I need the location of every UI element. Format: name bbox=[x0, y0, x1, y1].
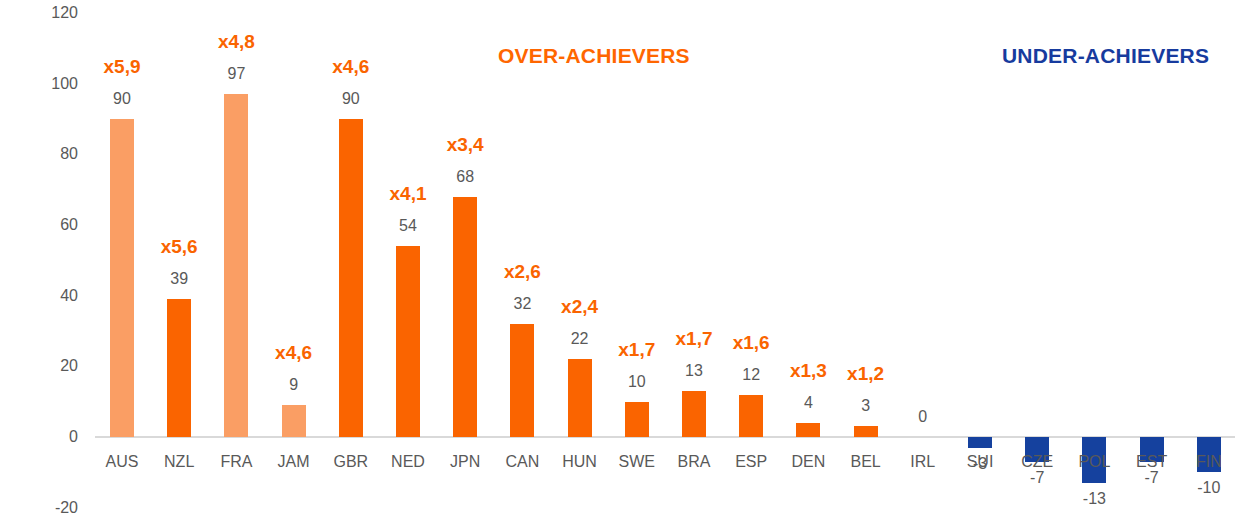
category-label-bra: BRA bbox=[662, 453, 726, 471]
y-axis-tick: 60 bbox=[18, 216, 78, 234]
category-label-est: EST bbox=[1120, 453, 1184, 471]
bar-den bbox=[796, 423, 820, 437]
multiplier-label-bel: x1,2 bbox=[830, 364, 902, 384]
value-label-ned: 54 bbox=[376, 217, 440, 235]
category-label-swe: SWE bbox=[605, 453, 669, 471]
category-label-fra: FRA bbox=[204, 453, 268, 471]
multiplier-label-can: x2,6 bbox=[486, 262, 558, 282]
y-axis-tick: 0 bbox=[18, 428, 78, 446]
plot-area: OVER-ACHIEVERS UNDER-ACHIEVERS 120100806… bbox=[0, 0, 1256, 518]
category-label-jpn: JPN bbox=[433, 453, 497, 471]
value-label-nzl: 39 bbox=[147, 270, 211, 288]
category-label-fin: FIN bbox=[1177, 453, 1241, 471]
value-label-fin: -10 bbox=[1177, 479, 1241, 497]
value-label-jpn: 68 bbox=[433, 168, 497, 186]
value-label-fra: 97 bbox=[204, 65, 268, 83]
category-label-bel: BEL bbox=[834, 453, 898, 471]
category-label-pol: POL bbox=[1062, 453, 1126, 471]
category-label-can: CAN bbox=[490, 453, 554, 471]
bar-aus bbox=[110, 119, 134, 437]
bar-sui bbox=[968, 437, 992, 448]
value-label-bra: 13 bbox=[662, 362, 726, 380]
category-label-hun: HUN bbox=[548, 453, 612, 471]
category-label-den: DEN bbox=[776, 453, 840, 471]
multiplier-label-hun: x2,4 bbox=[544, 297, 616, 317]
multiplier-label-esp: x1,6 bbox=[715, 333, 787, 353]
bar-swe bbox=[625, 402, 649, 437]
multiplier-label-gbr: x4,6 bbox=[315, 57, 387, 77]
multiplier-label-jpn: x3,4 bbox=[429, 135, 501, 155]
bar-jam bbox=[282, 405, 306, 437]
y-axis-tick: 20 bbox=[18, 357, 78, 375]
multiplier-label-fra: x4,8 bbox=[200, 32, 272, 52]
value-label-jam: 9 bbox=[262, 376, 326, 394]
category-label-aus: AUS bbox=[90, 453, 154, 471]
bar-can bbox=[510, 324, 534, 437]
x-axis-line bbox=[95, 436, 1235, 438]
value-label-den: 4 bbox=[776, 394, 840, 412]
bar-gbr bbox=[339, 119, 363, 437]
y-axis-tick: 80 bbox=[18, 145, 78, 163]
category-label-nzl: NZL bbox=[147, 453, 211, 471]
value-label-gbr: 90 bbox=[319, 90, 383, 108]
value-label-bel: 3 bbox=[834, 397, 898, 415]
value-label-cze: -7 bbox=[1005, 469, 1069, 487]
y-axis-tick: -20 bbox=[18, 499, 78, 517]
over-achievers-title: OVER-ACHIEVERS bbox=[498, 44, 690, 68]
multiplier-label-jam: x4,6 bbox=[258, 343, 330, 363]
y-axis-tick: 100 bbox=[18, 75, 78, 93]
value-label-pol: -13 bbox=[1062, 490, 1126, 508]
bar-nzl bbox=[167, 299, 191, 437]
under-achievers-title: UNDER-ACHIEVERS bbox=[1002, 44, 1209, 68]
multiplier-label-ned: x4,1 bbox=[372, 184, 444, 204]
category-label-irl: IRL bbox=[891, 453, 955, 471]
bar-bra bbox=[682, 391, 706, 437]
bar-fra bbox=[224, 94, 248, 437]
value-label-swe: 10 bbox=[605, 373, 669, 391]
category-label-esp: ESP bbox=[719, 453, 783, 471]
value-label-irl: 0 bbox=[891, 408, 955, 426]
value-label-aus: 90 bbox=[90, 90, 154, 108]
category-label-sui: SUI bbox=[948, 453, 1012, 471]
bar-bel bbox=[854, 426, 878, 437]
value-label-est: -7 bbox=[1120, 469, 1184, 487]
bar-chart: OVER-ACHIEVERS UNDER-ACHIEVERS 120100806… bbox=[0, 0, 1256, 518]
multiplier-label-nzl: x5,6 bbox=[143, 237, 215, 257]
category-label-ned: NED bbox=[376, 453, 440, 471]
y-axis-tick: 120 bbox=[18, 4, 78, 22]
bar-hun bbox=[568, 359, 592, 437]
category-label-gbr: GBR bbox=[319, 453, 383, 471]
category-label-cze: CZE bbox=[1005, 453, 1069, 471]
bar-jpn bbox=[453, 197, 477, 437]
multiplier-label-aus: x5,9 bbox=[86, 57, 158, 77]
category-label-jam: JAM bbox=[262, 453, 326, 471]
y-axis-tick: 40 bbox=[18, 287, 78, 305]
bar-ned bbox=[396, 246, 420, 437]
bar-esp bbox=[739, 395, 763, 437]
